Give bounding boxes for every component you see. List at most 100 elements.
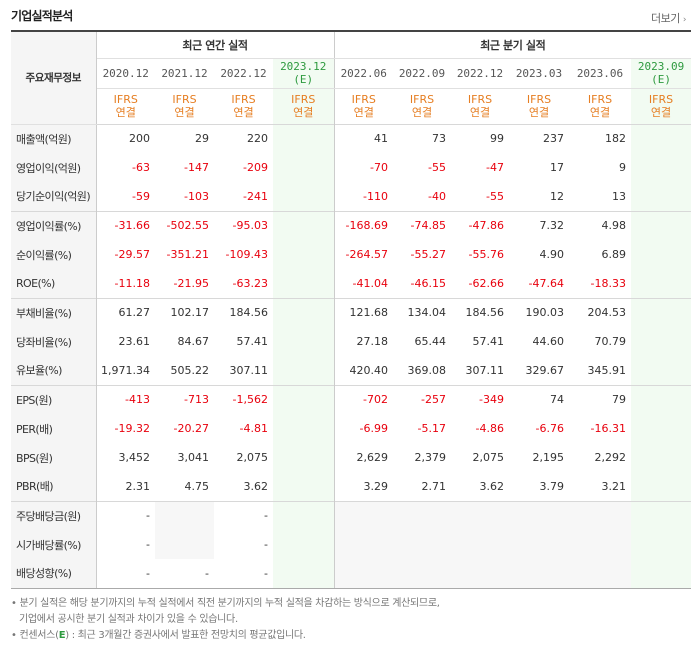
row-label: 순이익률(%)	[11, 240, 97, 269]
table-cell: 3.29	[333, 472, 393, 501]
table-cell	[333, 530, 393, 559]
period-header: 2022.09	[393, 58, 451, 89]
period-header: 2023.06	[569, 58, 631, 89]
table-cell: 505.22	[170, 363, 210, 377]
row-label: PBR(배)	[11, 472, 97, 501]
accounting-label: IFRS	[231, 93, 256, 106]
table-cell	[451, 530, 509, 559]
accounting-label: IFRS	[467, 93, 493, 106]
table-cell: 182	[569, 123, 631, 153]
table-row: 당좌비율(%) 23.61 84.67 57.41 27.18 65.44 57.41 44.…	[11, 327, 692, 356]
table-cell: 1,971.34	[101, 363, 150, 377]
period-label: 2023.12	[280, 60, 327, 73]
table-cell: -55.76	[468, 248, 504, 261]
table-cell: -74.85	[393, 210, 451, 240]
row-label: EPS(원)	[11, 384, 97, 414]
table-cell: -95.03	[214, 210, 273, 240]
footnote-1b: 기업에서 공시한 분기 실적과 차이가 있을 수 있습니다.	[11, 612, 440, 628]
table-cell: -20.27	[173, 422, 209, 435]
table-cell: -103	[184, 189, 209, 203]
table-cell: -110	[333, 182, 393, 211]
table-cell: 307.11	[465, 363, 505, 377]
table-cell	[631, 210, 692, 240]
table-cell: 2,292	[594, 451, 627, 464]
table-cell: 23.61	[118, 335, 151, 348]
accounting-basis-header: IFRS 연결	[96, 88, 155, 124]
table-cell: -5.17	[417, 422, 446, 435]
basis-label: 연결	[650, 106, 672, 119]
more-link[interactable]: 더보기 ›	[651, 10, 687, 26]
period-label: 2023.06	[576, 66, 624, 80]
period-header: 2020.12	[96, 58, 155, 89]
accounting-label: IFRS	[351, 93, 376, 106]
period-label: 2022.09	[398, 66, 446, 80]
table-cell: 345.91	[587, 363, 627, 377]
table-cell	[631, 269, 692, 298]
table-cell: 190.03	[509, 297, 569, 327]
table-row: BPS(원) 3,452 3,041 2,075 2,629 2,379 2,075 2,19…	[11, 443, 692, 472]
period-header: 2022.06	[333, 58, 393, 89]
table-cell: 4.75	[184, 479, 210, 493]
table-cell: 74	[509, 384, 569, 414]
table-cell	[273, 384, 334, 414]
table-cell: -109.43	[225, 248, 268, 261]
quarter-group-header: 최근 분기 실적	[333, 31, 692, 59]
table-cell: 79	[569, 384, 631, 414]
table-cell: 70.79	[594, 335, 627, 348]
table-cell: 2,195	[532, 451, 565, 464]
table-cell: 6.89	[601, 248, 627, 261]
table-cell: -	[214, 559, 273, 589]
footnote-2-mark: E	[58, 630, 66, 641]
accounting-basis-header: IFRS 연결	[393, 88, 451, 124]
row-label: 배당성향(%)	[11, 559, 97, 589]
table-cell	[273, 327, 334, 356]
table-cell: -147	[184, 161, 209, 174]
table-cell: -6.76	[535, 422, 564, 435]
table-cell	[155, 530, 214, 559]
table-cell: 13	[612, 189, 626, 203]
footnote-2-prefix: 컨센서스(	[19, 630, 59, 641]
table-cell: 3.62	[479, 479, 505, 493]
table-cell: -264.57	[333, 240, 393, 269]
chevron-right-icon: ›	[682, 15, 687, 25]
table-cell	[631, 384, 692, 414]
table-cell: 29	[155, 123, 214, 153]
table-row: EPS(원) -413 -713 -1,562 -702 -257 -349 74 79	[11, 384, 692, 414]
table-cell: 4.98	[569, 210, 631, 240]
table-cell	[451, 500, 509, 530]
table-row: PBR(배) 2.31 4.75 3.62 3.29 2.71 3.62 3.79 3.21	[11, 472, 692, 501]
table-cell: 200	[96, 123, 155, 153]
footnote-2: • 컨센서스(E) : 최근 3개월간 증권사에서 발표한 전망치의 평균값입니…	[11, 630, 306, 641]
table-cell	[631, 153, 692, 182]
row-label: 당기순이익(억원)	[11, 182, 97, 211]
table-cell: 44.60	[532, 335, 565, 348]
footnotes: • 분기 실적은 해당 분기까지의 누적 실적에서 직전 분기까지의 누적 실적…	[11, 596, 440, 644]
table-cell: 61.27	[96, 297, 155, 327]
table-cell: 7.32	[509, 210, 569, 240]
row-label: BPS(원)	[11, 443, 97, 472]
accounting-basis-header: IFRS 연결	[509, 88, 569, 124]
table-row: 시가배당률(%) - -	[11, 530, 692, 559]
table-cell: -47.64	[528, 276, 564, 290]
table-cell	[569, 559, 631, 589]
table-cell	[631, 182, 692, 211]
table-cell	[273, 530, 334, 559]
period-header: 2021.12	[155, 58, 214, 89]
table-cell: 220	[214, 123, 273, 153]
table-cell	[631, 500, 692, 530]
period-label: 2023.09	[637, 60, 685, 73]
table-cell: -18.33	[590, 276, 626, 290]
table-cell	[631, 240, 692, 269]
section-title: 기업실적분석	[11, 9, 73, 23]
table-cell: 3.62	[243, 479, 269, 493]
table-row: 매출액(억원) 200 29 220 41 73 99 237 182	[11, 123, 692, 153]
table-cell	[631, 297, 692, 327]
table-cell: -	[96, 500, 155, 530]
table-cell: 99	[451, 123, 509, 153]
accounting-label: IFRS	[409, 93, 435, 106]
table-cell: 3.79	[539, 479, 565, 493]
table-cell: -62.66	[468, 276, 504, 290]
table-cell	[273, 356, 334, 385]
row-label: PER(배)	[11, 414, 97, 443]
period-label: 2022.06	[340, 66, 387, 80]
